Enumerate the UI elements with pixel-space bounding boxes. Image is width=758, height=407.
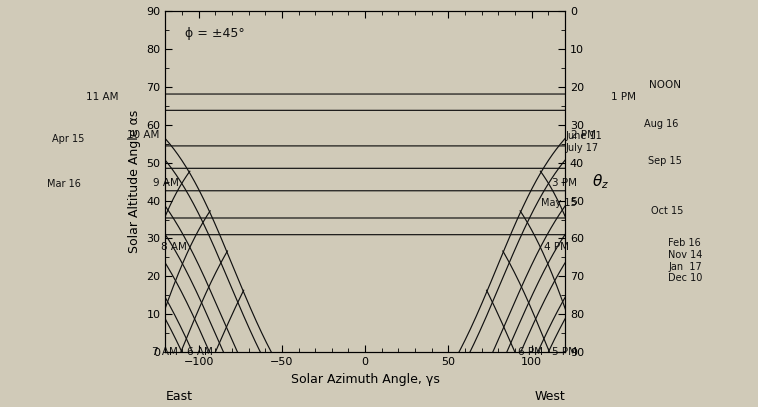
Text: Mar 16: Mar 16: [47, 179, 80, 189]
Text: 8 AM: 8 AM: [161, 242, 186, 252]
Text: Oct 15: Oct 15: [651, 206, 684, 216]
Text: May 15: May 15: [540, 198, 577, 208]
Text: 6 AM: 6 AM: [186, 347, 212, 357]
Text: Apr 15: Apr 15: [52, 134, 85, 144]
Text: NOON: NOON: [649, 80, 681, 90]
Text: Sep 15: Sep 15: [648, 157, 681, 166]
Text: ϕ = ±45°: ϕ = ±45°: [185, 28, 245, 40]
Text: 11 AM: 11 AM: [86, 92, 119, 102]
Y-axis label: Solar Altitude Angle αs: Solar Altitude Angle αs: [128, 110, 141, 253]
Text: 2 PM: 2 PM: [572, 130, 597, 140]
Text: 4 PM: 4 PM: [543, 242, 568, 252]
Text: June 11
July 17: June 11 July 17: [565, 131, 602, 153]
Y-axis label: $\theta_z$: $\theta_z$: [592, 172, 609, 191]
Text: 9 AM: 9 AM: [152, 178, 178, 188]
Text: 6 PM: 6 PM: [518, 347, 543, 357]
Text: Feb 16
Nov 14
Jan  17
Dec 10: Feb 16 Nov 14 Jan 17 Dec 10: [668, 239, 703, 283]
Text: West: West: [534, 390, 565, 403]
Text: 10 AM: 10 AM: [127, 130, 159, 140]
Text: 7 AM: 7 AM: [152, 347, 178, 357]
Text: 3 PM: 3 PM: [552, 178, 577, 188]
Text: 1 PM: 1 PM: [611, 92, 636, 102]
X-axis label: Solar Azimuth Angle, γs: Solar Azimuth Angle, γs: [291, 373, 440, 386]
Text: Aug 16: Aug 16: [644, 119, 678, 129]
Text: 5 PM: 5 PM: [553, 347, 578, 357]
Text: East: East: [165, 390, 193, 403]
